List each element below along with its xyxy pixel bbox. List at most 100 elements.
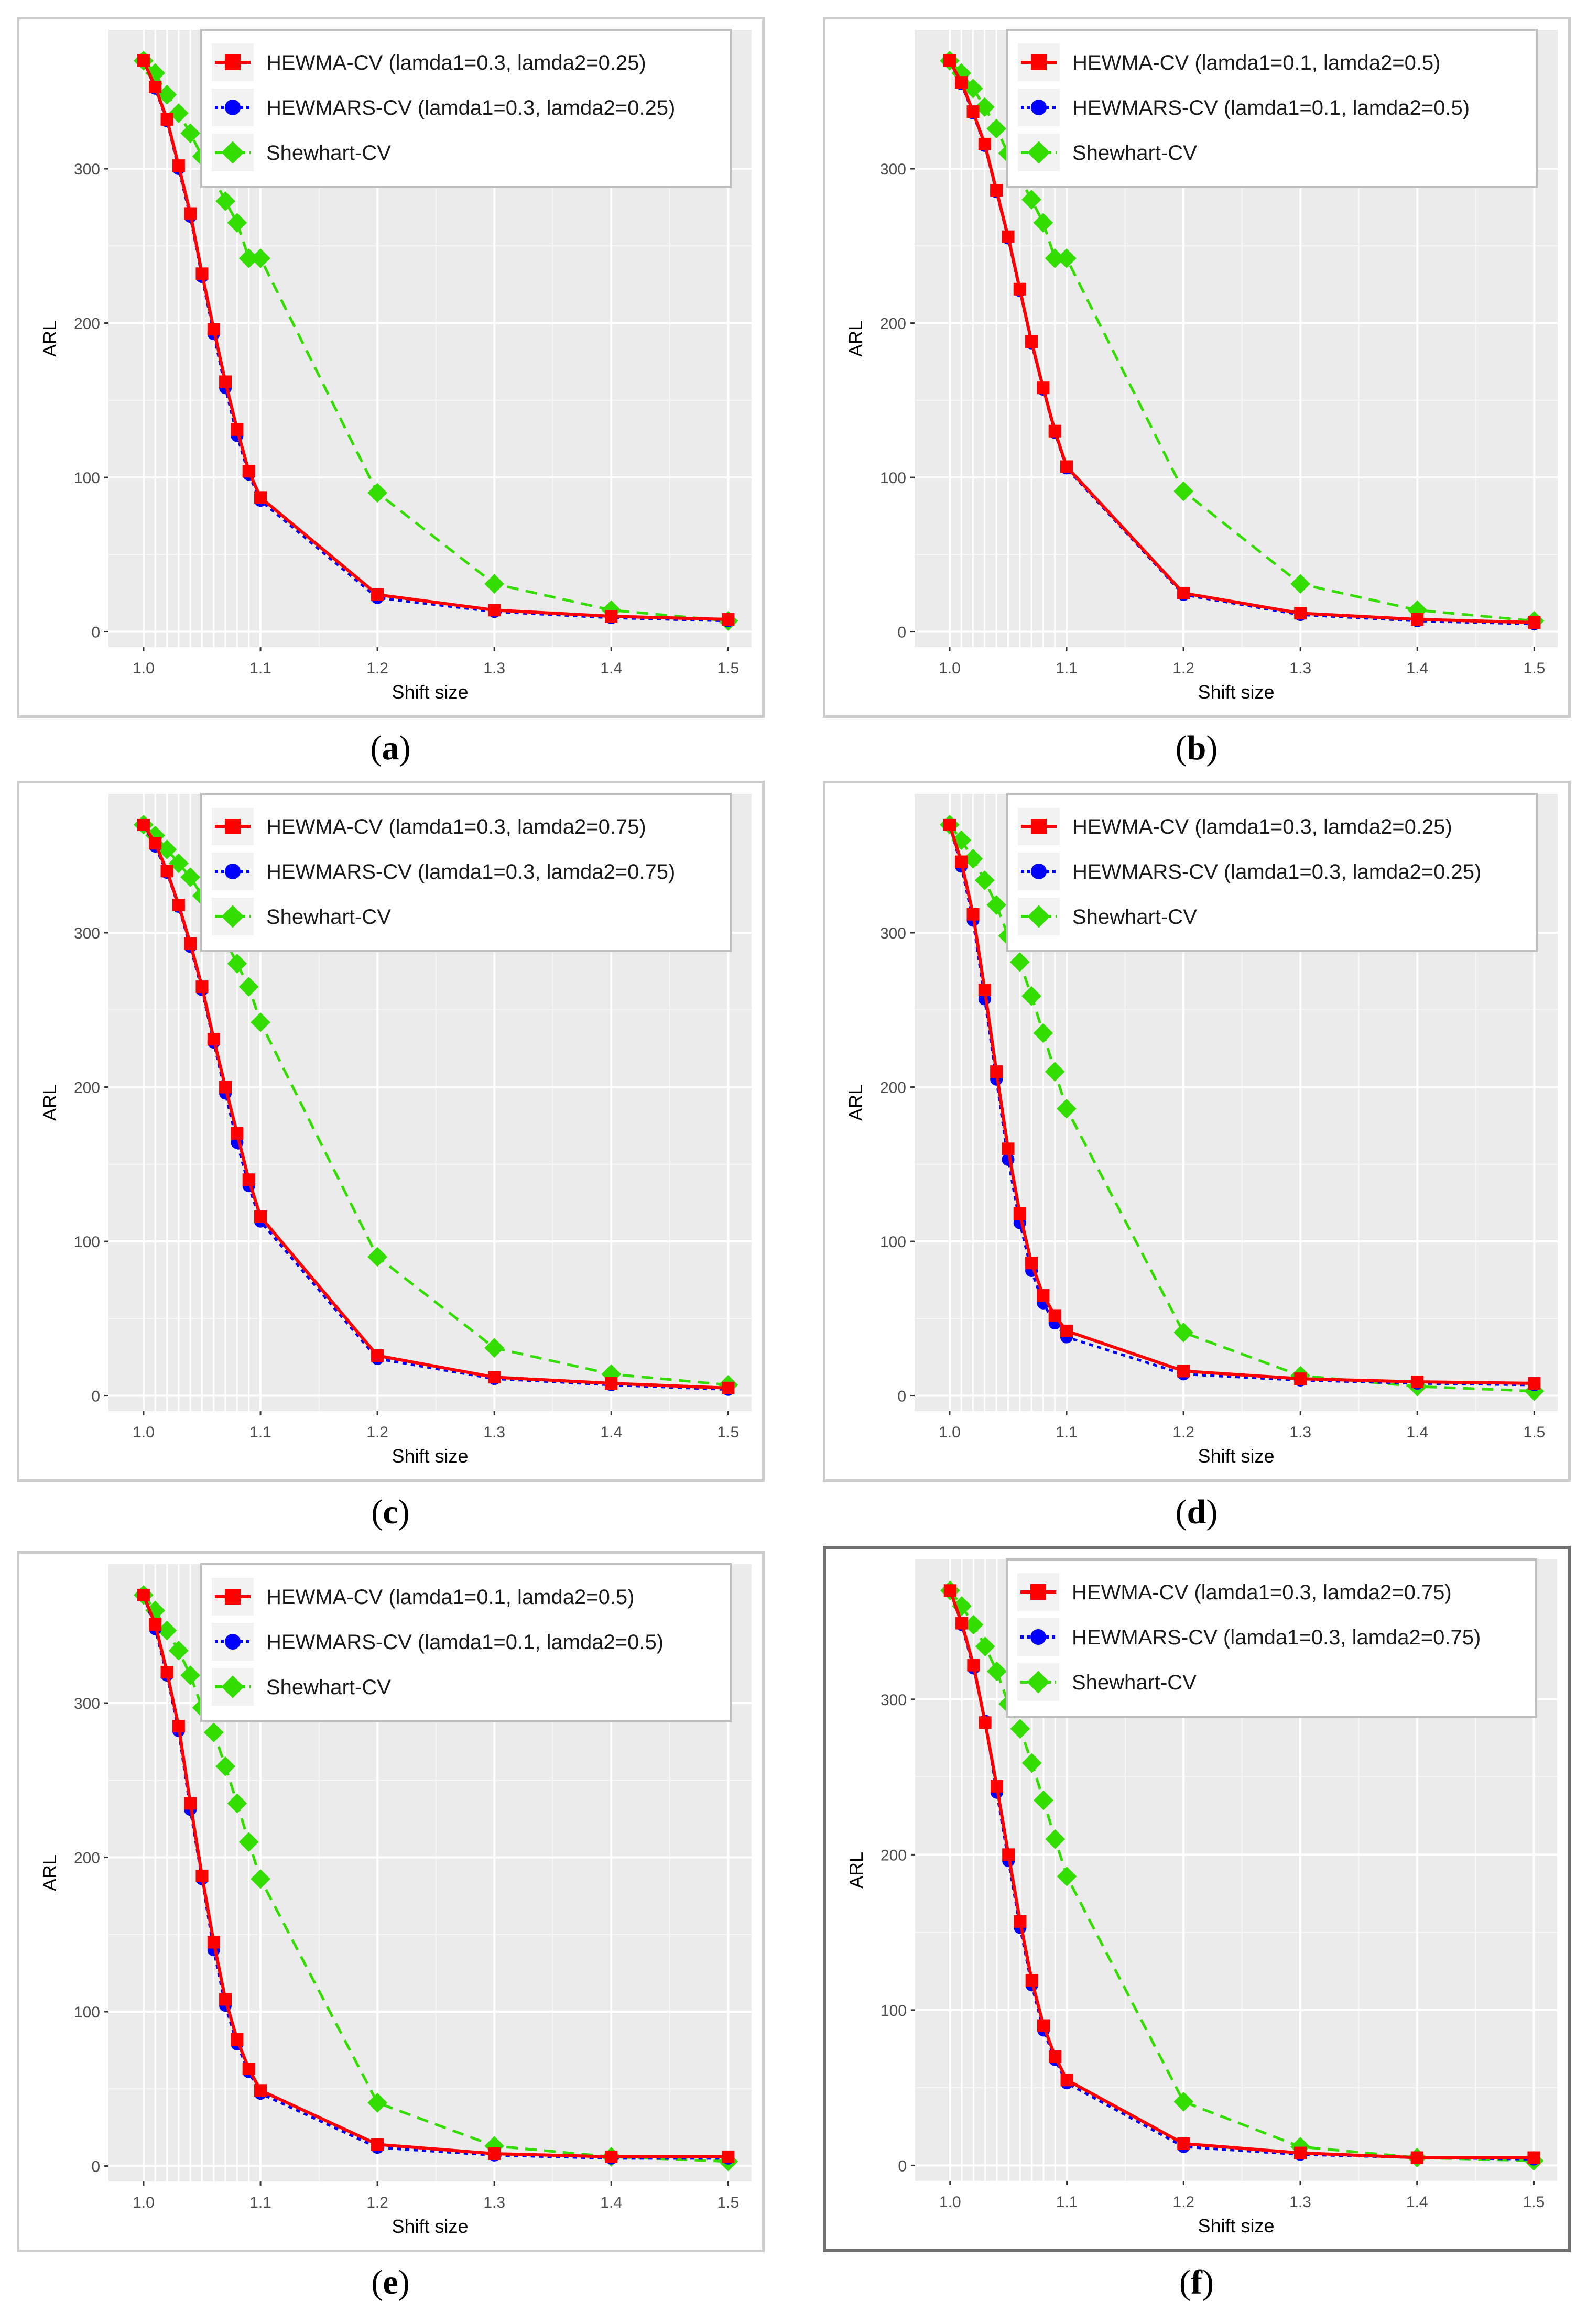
chart-b-svg: 1.0 1.1 1.2 1.3 1.4 1.5 0 100 200 300 Shift size AR… bbox=[845, 29, 1558, 703]
chart-c-ytick-label: 200 bbox=[74, 1079, 100, 1097]
chart-c-data-point bbox=[601, 1364, 622, 1384]
chart-a-legend-label: Shewhart-CV bbox=[266, 141, 391, 165]
chart-b-legend-label: HEWMA-CV (lamda1=0.1, lamda2=0.5) bbox=[1072, 51, 1441, 74]
chart-f-xtick-label: 1.3 bbox=[1289, 2194, 1311, 2211]
chart-e-data-point bbox=[722, 2150, 735, 2163]
chart-b-data-point bbox=[1013, 282, 1026, 296]
chart-a-data-point bbox=[215, 191, 235, 211]
chart-d-data-point bbox=[990, 1065, 1003, 1078]
chart-a-series-3 bbox=[134, 51, 738, 631]
chart-e-data-point bbox=[254, 2084, 267, 2097]
chart-e-legend-label: HEWMARS-CV (lamda1=0.1, lamda2=0.5) bbox=[266, 1631, 664, 1654]
chart-d-data-point bbox=[1177, 1365, 1190, 1378]
chart-a-ytick-label: 200 bbox=[74, 315, 100, 333]
chart-a-data-point bbox=[367, 483, 388, 503]
chart-f-data-point bbox=[1049, 2050, 1062, 2063]
chart-f-data-point bbox=[1177, 2137, 1190, 2150]
chart-e-yaxis-title: ARL bbox=[39, 1854, 60, 1891]
chart-c-data-point bbox=[157, 839, 177, 859]
chart-panel-b: 1.0 1.1 1.2 1.3 1.4 1.5 0 100 200 300 Shift size AR… bbox=[823, 17, 1571, 718]
chart-b-data-point bbox=[978, 137, 991, 150]
chart-b-legend-key bbox=[1031, 54, 1047, 70]
chart-a-data-point bbox=[242, 465, 255, 478]
chart-f-legend-key bbox=[1027, 1671, 1050, 1694]
chart-d-data-point bbox=[1025, 1257, 1038, 1270]
chart-a-data-point bbox=[238, 248, 259, 268]
chart-f-data-point bbox=[1294, 2146, 1307, 2159]
chart-f-data-point bbox=[1014, 1915, 1027, 1928]
chart-a-yaxis-title: ARL bbox=[39, 320, 60, 357]
chart-e-legend-key bbox=[225, 1589, 241, 1605]
chart-d-data-point bbox=[1002, 1142, 1015, 1155]
chart-f-data-point bbox=[1037, 2019, 1050, 2032]
chart-c-data-point bbox=[180, 867, 201, 887]
chart-a-legend-label: HEWMARS-CV (lamda1=0.3, lamda2=0.25) bbox=[266, 96, 675, 119]
chart-a-data-point bbox=[145, 63, 166, 83]
chart-e-ytick-label: 0 bbox=[91, 2158, 100, 2176]
chart-c-data-point bbox=[137, 818, 150, 831]
chart-a-data-point bbox=[231, 423, 244, 436]
chart-a-xtick-label: 1.5 bbox=[718, 660, 740, 677]
chart-e-legend: HEWMA-CV (lamda1=0.1, lamda2=0.5) HEWMARS… bbox=[200, 1563, 732, 1722]
chart-b-legend-key bbox=[1031, 100, 1047, 115]
chart-f-data-point bbox=[1034, 1790, 1053, 1810]
chart-c-data-point bbox=[367, 1247, 388, 1267]
chart-b-data-point bbox=[1407, 600, 1428, 620]
chart-f-xaxis-title: Shift size bbox=[1198, 2215, 1274, 2236]
chart-c-legend-label: Shewhart-CV bbox=[266, 905, 391, 929]
chart-b-data-point bbox=[1002, 230, 1015, 243]
chart-b-data-point bbox=[1177, 586, 1190, 599]
chart-d-data-point bbox=[1048, 1309, 1061, 1322]
chart-d-svg: 1.0 1.1 1.2 1.3 1.4 1.5 0 100 200 300 Shift size AR… bbox=[845, 793, 1558, 1467]
caption-e: (e) bbox=[371, 2263, 410, 2301]
chart-a-legend-key bbox=[221, 141, 244, 164]
caption-c: (c) bbox=[371, 1493, 410, 1531]
chart-b-data-point bbox=[1048, 424, 1061, 438]
chart-b-xtick-label: 1.3 bbox=[1289, 660, 1311, 677]
chart-c-data-point bbox=[231, 1127, 244, 1140]
chart-f-ytick-label: 0 bbox=[898, 2157, 907, 2175]
chart-c-data-point bbox=[254, 1210, 267, 1223]
chart-a-data-point bbox=[195, 267, 209, 280]
chart-e-xtick-label: 1.3 bbox=[483, 2194, 505, 2211]
chart-d-xtick-label: 1.4 bbox=[1406, 1424, 1428, 1441]
chart-c-legend: HEWMA-CV (lamda1=0.3, lamda2=0.75) HEWMAR… bbox=[200, 793, 732, 952]
chart-b-series-1 bbox=[943, 54, 1541, 629]
chart-a-data-point bbox=[172, 159, 185, 172]
chart-d-legend-key bbox=[1031, 864, 1047, 879]
chart-e-series-1 bbox=[137, 1588, 735, 2163]
chart-e-data-point bbox=[367, 2092, 388, 2113]
chart-a-data-point bbox=[722, 613, 735, 626]
chart-c-ytick-label: 0 bbox=[91, 1388, 100, 1405]
chart-e-data-point bbox=[137, 1588, 150, 1601]
chart-a-data-point bbox=[254, 491, 267, 504]
chart-a-data-point bbox=[160, 113, 173, 126]
chart-a-xtick-label: 1.0 bbox=[133, 660, 155, 677]
chart-c-data-point bbox=[371, 1349, 384, 1362]
chart-a-series-1 bbox=[137, 54, 735, 626]
chart-e-data-point bbox=[184, 1797, 197, 1810]
chart-b-legend-label: HEWMARS-CV (lamda1=0.1, lamda2=0.5) bbox=[1072, 96, 1470, 119]
chart-f-xtick-label: 1.0 bbox=[939, 2194, 961, 2211]
chart-f-yaxis-title: ARL bbox=[845, 1852, 867, 1889]
chart-d-ytick-label: 100 bbox=[880, 1234, 906, 1251]
chart-d-legend: HEWMA-CV (lamda1=0.3, lamda2=0.25) HEWMAR… bbox=[1006, 793, 1538, 952]
chart-c-xtick-label: 1.3 bbox=[483, 1424, 505, 1441]
chart-panel-a: 1.0 1.1 1.2 1.3 1.4 1.5 0 100 200 300 Shift size AR… bbox=[17, 17, 765, 718]
chart-d-legend-label: HEWMARS-CV (lamda1=0.3, lamda2=0.25) bbox=[1072, 860, 1481, 883]
chart-d-xtick-label: 1.2 bbox=[1172, 1424, 1194, 1441]
chart-f-data-point bbox=[943, 1584, 956, 1597]
chart-a-data-point bbox=[219, 375, 232, 388]
chart-a-legend-key bbox=[225, 100, 241, 115]
chart-d-xtick-label: 1.0 bbox=[939, 1424, 961, 1441]
chart-d-data-point bbox=[978, 984, 991, 997]
chart-f-ytick-label: 300 bbox=[881, 1692, 907, 1709]
chart-d-series-1 bbox=[943, 818, 1541, 1390]
chart-d-data-point bbox=[1294, 1372, 1307, 1385]
chart-a-ytick-label: 100 bbox=[74, 470, 100, 487]
chart-f-data-point bbox=[967, 1659, 980, 1672]
caption-f: (f) bbox=[1179, 2263, 1214, 2301]
chart-c-data-point bbox=[242, 1173, 255, 1186]
chart-e-legend-key bbox=[221, 1675, 244, 1698]
chart-b-data-point bbox=[1411, 613, 1424, 626]
